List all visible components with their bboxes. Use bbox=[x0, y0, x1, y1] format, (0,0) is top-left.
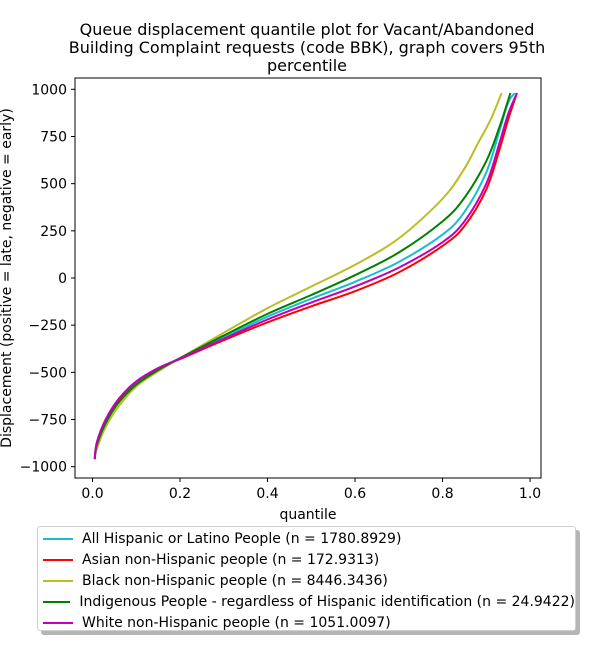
y-tick-label: 500 bbox=[40, 177, 67, 193]
legend-label: All Hispanic or Latino People (n = 1780.… bbox=[82, 530, 402, 547]
y-tick-label: 0 bbox=[58, 271, 67, 287]
x-tick-label: 0.4 bbox=[256, 486, 278, 502]
legend-swatch bbox=[43, 579, 73, 582]
legend-item: Asian non-Hispanic people (n = 172.9313) bbox=[38, 549, 575, 570]
legend-label: Black non-Hispanic people (n = 8446.3436… bbox=[82, 572, 388, 589]
y-axis-label: Displacement (positive = late, negative … bbox=[0, 108, 15, 448]
legend-swatch bbox=[43, 621, 73, 624]
chart-title: Queue displacement quantile plot for Vac… bbox=[69, 20, 546, 75]
x-tick-label: 1.0 bbox=[519, 486, 541, 502]
y-tick-label: −250 bbox=[29, 318, 67, 334]
legend-label: White non-Hispanic people (n = 1051.0097… bbox=[82, 614, 391, 631]
legend-item: All Hispanic or Latino People (n = 1780.… bbox=[38, 528, 575, 549]
legend-swatch bbox=[43, 558, 73, 561]
x-tick-label: 0.2 bbox=[169, 486, 191, 502]
series-line-3 bbox=[93, 92, 512, 460]
chart-title-line-2: Building Complaint requests (code BBK), … bbox=[69, 38, 546, 57]
y-tick-label: −1000 bbox=[20, 460, 67, 476]
y-tick-label: 250 bbox=[40, 224, 67, 240]
x-tick-label: 0.0 bbox=[81, 486, 103, 502]
y-tick-label: −500 bbox=[29, 365, 67, 381]
series-layer bbox=[93, 92, 518, 460]
legend-item: Indigenous People - regardless of Hispan… bbox=[38, 591, 575, 612]
y-axis-ticks: −1000 −750 −500 −250 0 250 500 750 1000 bbox=[20, 82, 75, 476]
x-axis-ticks: 0.0 0.2 0.4 0.6 0.8 1.0 bbox=[81, 478, 541, 502]
series-line-2 bbox=[93, 92, 503, 460]
y-tick-label: 1000 bbox=[31, 82, 67, 98]
x-tick-label: 0.6 bbox=[344, 486, 366, 502]
legend-label: Asian non-Hispanic people (n = 172.9313) bbox=[82, 551, 380, 568]
y-tick-label: −750 bbox=[29, 413, 67, 429]
chart-title-line-3: percentile bbox=[267, 56, 347, 75]
x-axis-label: quantile bbox=[279, 507, 336, 523]
legend-item: White non-Hispanic people (n = 1051.0097… bbox=[38, 612, 575, 633]
series-line-1 bbox=[93, 92, 518, 460]
series-line-0 bbox=[93, 92, 516, 460]
legend-swatch bbox=[43, 537, 73, 540]
legend-item: Black non-Hispanic people (n = 8446.3436… bbox=[38, 570, 575, 591]
y-tick-label: 750 bbox=[40, 129, 67, 145]
legend-label: Indigenous People - regardless of Hispan… bbox=[79, 593, 575, 610]
x-tick-label: 0.8 bbox=[431, 486, 453, 502]
plot-area-frame bbox=[74, 77, 542, 479]
series-line-4 bbox=[93, 92, 518, 460]
legend: All Hispanic or Latino People (n = 1780.… bbox=[37, 526, 576, 631]
chart-title-line-1: Queue displacement quantile plot for Vac… bbox=[80, 20, 535, 39]
legend-swatch bbox=[43, 600, 71, 603]
